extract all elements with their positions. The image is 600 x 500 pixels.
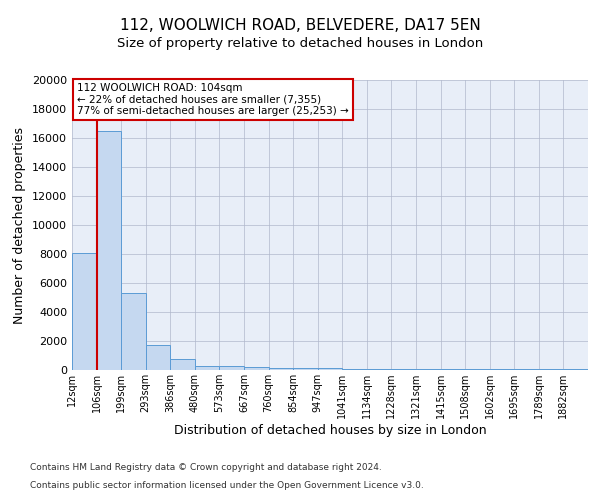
Bar <box>318 368 342 370</box>
Bar <box>121 293 146 370</box>
Bar <box>293 368 318 370</box>
Bar <box>539 369 563 370</box>
Bar <box>391 368 416 370</box>
Bar <box>490 369 514 370</box>
Bar <box>514 369 539 370</box>
Bar <box>440 369 465 370</box>
Text: Size of property relative to detached houses in London: Size of property relative to detached ho… <box>117 38 483 51</box>
Bar <box>220 366 244 370</box>
Bar <box>342 368 367 370</box>
Bar <box>195 366 220 370</box>
Bar <box>72 252 97 370</box>
Bar <box>367 368 391 370</box>
Y-axis label: Number of detached properties: Number of detached properties <box>13 126 26 324</box>
Bar <box>563 369 588 370</box>
Text: 112, WOOLWICH ROAD, BELVEDERE, DA17 5EN: 112, WOOLWICH ROAD, BELVEDERE, DA17 5EN <box>119 18 481 32</box>
Bar <box>269 368 293 370</box>
Text: Contains HM Land Registry data © Crown copyright and database right 2024.: Contains HM Land Registry data © Crown c… <box>30 464 382 472</box>
Text: 112 WOOLWICH ROAD: 104sqm
← 22% of detached houses are smaller (7,355)
77% of se: 112 WOOLWICH ROAD: 104sqm ← 22% of detac… <box>77 83 349 116</box>
Bar <box>416 369 440 370</box>
Bar <box>244 367 269 370</box>
Text: Contains public sector information licensed under the Open Government Licence v3: Contains public sector information licen… <box>30 481 424 490</box>
Bar <box>97 130 121 370</box>
Bar <box>170 359 195 370</box>
Bar <box>146 346 170 370</box>
X-axis label: Distribution of detached houses by size in London: Distribution of detached houses by size … <box>173 424 487 437</box>
Bar <box>465 369 490 370</box>
